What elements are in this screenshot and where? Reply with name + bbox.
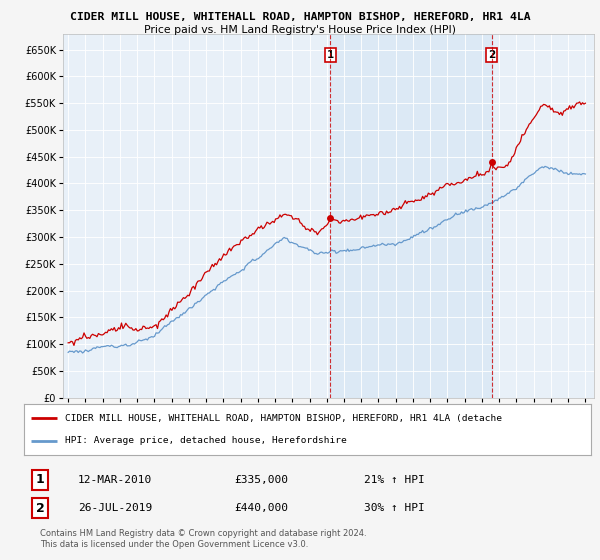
Text: £335,000: £335,000 [234,475,288,485]
Text: 2: 2 [488,50,496,60]
Text: CIDER MILL HOUSE, WHITEHALL ROAD, HAMPTON BISHOP, HEREFORD, HR1 4LA: CIDER MILL HOUSE, WHITEHALL ROAD, HAMPTO… [70,12,530,22]
Text: 21% ↑ HPI: 21% ↑ HPI [364,475,425,485]
Text: 26-JUL-2019: 26-JUL-2019 [78,503,152,514]
Text: £440,000: £440,000 [234,503,288,514]
Text: HPI: Average price, detached house, Herefordshire: HPI: Average price, detached house, Here… [65,436,347,445]
Text: 12-MAR-2010: 12-MAR-2010 [78,475,152,485]
Text: This data is licensed under the Open Government Licence v3.0.: This data is licensed under the Open Gov… [40,540,308,549]
Text: 1: 1 [35,473,44,486]
Text: Contains HM Land Registry data © Crown copyright and database right 2024.: Contains HM Land Registry data © Crown c… [40,529,367,538]
Text: 30% ↑ HPI: 30% ↑ HPI [364,503,425,514]
Text: CIDER MILL HOUSE, WHITEHALL ROAD, HAMPTON BISHOP, HEREFORD, HR1 4LA (detache: CIDER MILL HOUSE, WHITEHALL ROAD, HAMPTO… [65,414,502,423]
Bar [330,34,492,398]
Text: 2: 2 [35,502,44,515]
Text: 1: 1 [326,50,334,60]
Text: Price paid vs. HM Land Registry's House Price Index (HPI): Price paid vs. HM Land Registry's House … [144,25,456,35]
